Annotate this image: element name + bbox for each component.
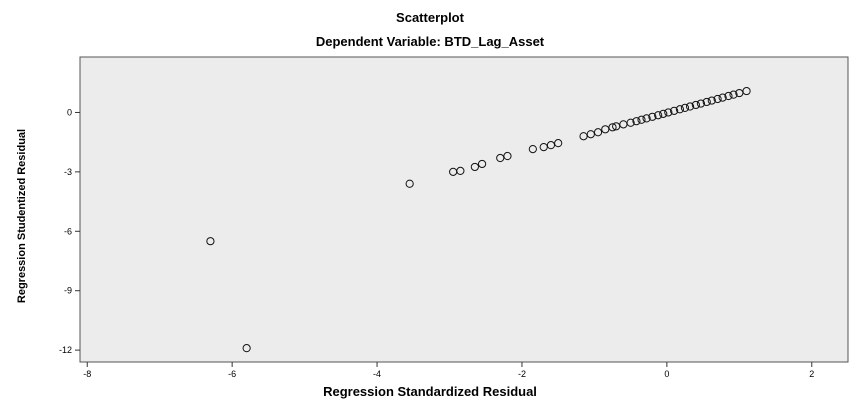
data-point: [654, 111, 663, 120]
data-point: [405, 179, 414, 188]
data-point: [707, 96, 716, 105]
data-point: [242, 344, 251, 353]
data-point: [685, 102, 695, 111]
data-point: [503, 151, 512, 161]
data-point: [612, 122, 621, 131]
x-tick-label: -4: [373, 369, 381, 379]
data-point: [608, 123, 617, 132]
data-point: [539, 143, 548, 152]
data-point: [702, 97, 711, 107]
data-point: [718, 93, 727, 102]
y-tick-label: -6: [64, 226, 72, 236]
data-point: [648, 112, 657, 121]
data-point: [586, 130, 595, 139]
y-axis-label: Regression Studentized Residual: [16, 128, 28, 304]
data-point: [579, 132, 588, 141]
data-point: [554, 139, 563, 148]
data-point: [546, 141, 556, 150]
data-point: [659, 109, 668, 118]
data-point: [496, 153, 505, 163]
data-point: [675, 105, 685, 114]
chart-title: Scatterplot: [396, 10, 464, 25]
x-tick-label: -8: [83, 369, 91, 379]
data-point: [626, 118, 635, 127]
x-tick-label: -2: [518, 369, 526, 379]
chart-subtitle: Dependent Variable: BTD_Lag_Asset: [315, 34, 545, 49]
y-tick-label: -9: [64, 286, 72, 296]
data-point: [664, 108, 673, 117]
y-tick-label: -12: [59, 345, 72, 355]
x-tick-label: 0: [664, 369, 669, 379]
data-point: [742, 86, 751, 96]
data-point: [735, 88, 744, 98]
data-point: [632, 117, 641, 126]
data-point: [724, 91, 733, 101]
x-tick-label: -6: [228, 369, 236, 379]
data-point: [691, 100, 700, 110]
data-point: [601, 125, 610, 134]
data-point: [696, 99, 706, 108]
data-point: [637, 115, 646, 124]
data-point: [593, 128, 603, 137]
data-point: [478, 159, 487, 169]
data-point: [470, 162, 479, 172]
data-point: [729, 90, 738, 99]
data-point: [680, 103, 690, 112]
plot-area: [79, 56, 849, 363]
y-tick-label: 0: [67, 107, 72, 117]
data-point: [713, 94, 722, 104]
data-point: [456, 166, 465, 175]
data-point: [670, 106, 679, 115]
x-axis-label: Regression Standardized Residual: [323, 384, 537, 399]
x-tick-label: 2: [809, 369, 814, 379]
data-point: [642, 114, 651, 123]
y-tick-label: -3: [64, 167, 72, 177]
data-point: [206, 237, 215, 246]
data-point: [528, 144, 537, 154]
